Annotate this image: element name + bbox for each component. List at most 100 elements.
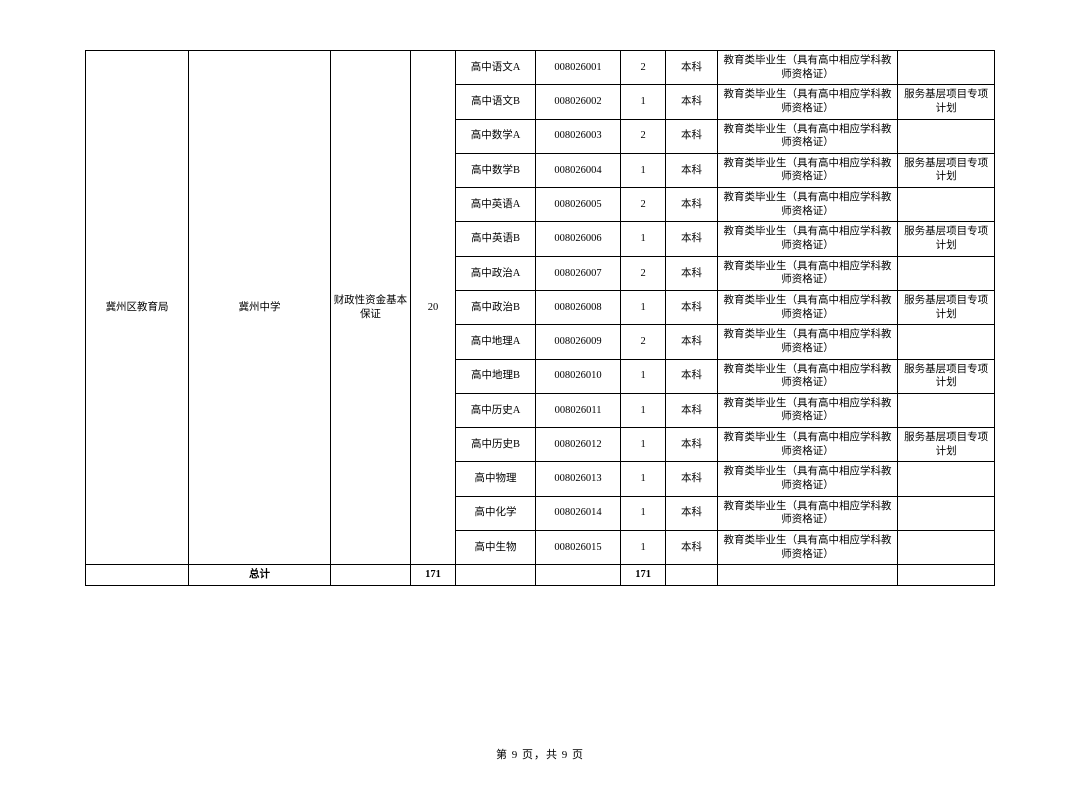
code-cell: 008026004 [535, 153, 620, 187]
subject-cell: 高中英语B [456, 222, 536, 256]
degree-cell: 本科 [666, 496, 718, 530]
code-cell: 008026008 [535, 290, 620, 324]
degree-cell: 本科 [666, 85, 718, 119]
count-cell: 2 [621, 188, 666, 222]
code-cell: 008026012 [535, 428, 620, 462]
subject-cell: 高中历史A [456, 393, 536, 427]
req-cell: 教育类毕业生（具有高中相应学科教师资格证） [717, 359, 898, 393]
degree-cell: 本科 [666, 256, 718, 290]
subject-cell: 高中数学B [456, 153, 536, 187]
code-cell: 008026005 [535, 188, 620, 222]
subject-cell: 高中政治A [456, 256, 536, 290]
req-cell: 教育类毕业生（具有高中相应学科教师资格证） [717, 530, 898, 564]
subject-cell: 高中数学A [456, 119, 536, 153]
req-cell: 教育类毕业生（具有高中相应学科教师资格证） [717, 393, 898, 427]
code-cell: 008026006 [535, 222, 620, 256]
remark-cell: 服务基层项目专项计划 [898, 222, 995, 256]
count-cell: 1 [621, 462, 666, 496]
summary-count: 171 [621, 565, 666, 586]
count-cell: 2 [621, 325, 666, 359]
remark-cell [898, 325, 995, 359]
req-cell: 教育类毕业生（具有高中相应学科教师资格证） [717, 256, 898, 290]
degree-cell: 本科 [666, 428, 718, 462]
subject-cell: 高中化学 [456, 496, 536, 530]
req-cell: 教育类毕业生（具有高中相应学科教师资格证） [717, 85, 898, 119]
summary-row: 总计 171 171 [86, 565, 995, 586]
subject-cell: 高中语文A [456, 51, 536, 85]
subject-cell: 高中语文B [456, 85, 536, 119]
remark-cell [898, 51, 995, 85]
code-cell: 008026013 [535, 462, 620, 496]
summary-empty [717, 565, 898, 586]
summary-empty [535, 565, 620, 586]
code-cell: 008026015 [535, 530, 620, 564]
remark-cell [898, 119, 995, 153]
req-cell: 教育类毕业生（具有高中相应学科教师资格证） [717, 51, 898, 85]
summary-empty [330, 565, 410, 586]
summary-empty [86, 565, 189, 586]
summary-empty [666, 565, 718, 586]
count-cell: 1 [621, 153, 666, 187]
degree-cell: 本科 [666, 222, 718, 256]
remark-cell [898, 393, 995, 427]
school-cell: 冀州中学 [189, 51, 331, 565]
positions-table: 冀州区教育局冀州中学财政性资金基本保证20高中语文A0080260012本科教育… [85, 50, 995, 586]
page-footer: 第 9 页，共 9 页 [85, 746, 995, 762]
subject-cell: 高中生物 [456, 530, 536, 564]
count-cell: 1 [621, 393, 666, 427]
code-cell: 008026001 [535, 51, 620, 85]
req-cell: 教育类毕业生（具有高中相应学科教师资格证） [717, 496, 898, 530]
degree-cell: 本科 [666, 359, 718, 393]
req-cell: 教育类毕业生（具有高中相应学科教师资格证） [717, 222, 898, 256]
subject-cell: 高中英语A [456, 188, 536, 222]
count-cell: 2 [621, 256, 666, 290]
remark-cell: 服务基层项目专项计划 [898, 85, 995, 119]
summary-empty [898, 565, 995, 586]
table-row: 冀州区教育局冀州中学财政性资金基本保证20高中语文A0080260012本科教育… [86, 51, 995, 85]
summary-label: 总计 [189, 565, 331, 586]
count-cell: 1 [621, 496, 666, 530]
remark-cell [898, 530, 995, 564]
subject-cell: 高中政治B [456, 290, 536, 324]
req-cell: 教育类毕业生（具有高中相应学科教师资格证） [717, 153, 898, 187]
req-cell: 教育类毕业生（具有高中相应学科教师资格证） [717, 428, 898, 462]
subject-cell: 高中地理A [456, 325, 536, 359]
remark-cell: 服务基层项目专项计划 [898, 359, 995, 393]
degree-cell: 本科 [666, 119, 718, 153]
count-cell: 2 [621, 51, 666, 85]
degree-cell: 本科 [666, 462, 718, 496]
remark-cell [898, 256, 995, 290]
req-cell: 教育类毕业生（具有高中相应学科教师资格证） [717, 290, 898, 324]
count-cell: 1 [621, 428, 666, 462]
dept-cell: 冀州区教育局 [86, 51, 189, 565]
code-cell: 008026002 [535, 85, 620, 119]
remark-cell [898, 462, 995, 496]
summary-total: 171 [410, 565, 455, 586]
code-cell: 008026007 [535, 256, 620, 290]
count-cell: 1 [621, 359, 666, 393]
degree-cell: 本科 [666, 153, 718, 187]
subject-cell: 高中物理 [456, 462, 536, 496]
degree-cell: 本科 [666, 290, 718, 324]
count-cell: 1 [621, 222, 666, 256]
count-cell: 1 [621, 290, 666, 324]
code-cell: 008026010 [535, 359, 620, 393]
remark-cell [898, 496, 995, 530]
count-cell: 1 [621, 85, 666, 119]
req-cell: 教育类毕业生（具有高中相应学科教师资格证） [717, 325, 898, 359]
subject-cell: 高中地理B [456, 359, 536, 393]
remark-cell [898, 188, 995, 222]
req-cell: 教育类毕业生（具有高中相应学科教师资格证） [717, 188, 898, 222]
count-cell: 2 [621, 119, 666, 153]
code-cell: 008026009 [535, 325, 620, 359]
req-cell: 教育类毕业生（具有高中相应学科教师资格证） [717, 119, 898, 153]
remark-cell: 服务基层项目专项计划 [898, 290, 995, 324]
degree-cell: 本科 [666, 51, 718, 85]
count-cell: 1 [621, 530, 666, 564]
code-cell: 008026011 [535, 393, 620, 427]
degree-cell: 本科 [666, 188, 718, 222]
code-cell: 008026003 [535, 119, 620, 153]
degree-cell: 本科 [666, 530, 718, 564]
req-cell: 教育类毕业生（具有高中相应学科教师资格证） [717, 462, 898, 496]
remark-cell: 服务基层项目专项计划 [898, 153, 995, 187]
